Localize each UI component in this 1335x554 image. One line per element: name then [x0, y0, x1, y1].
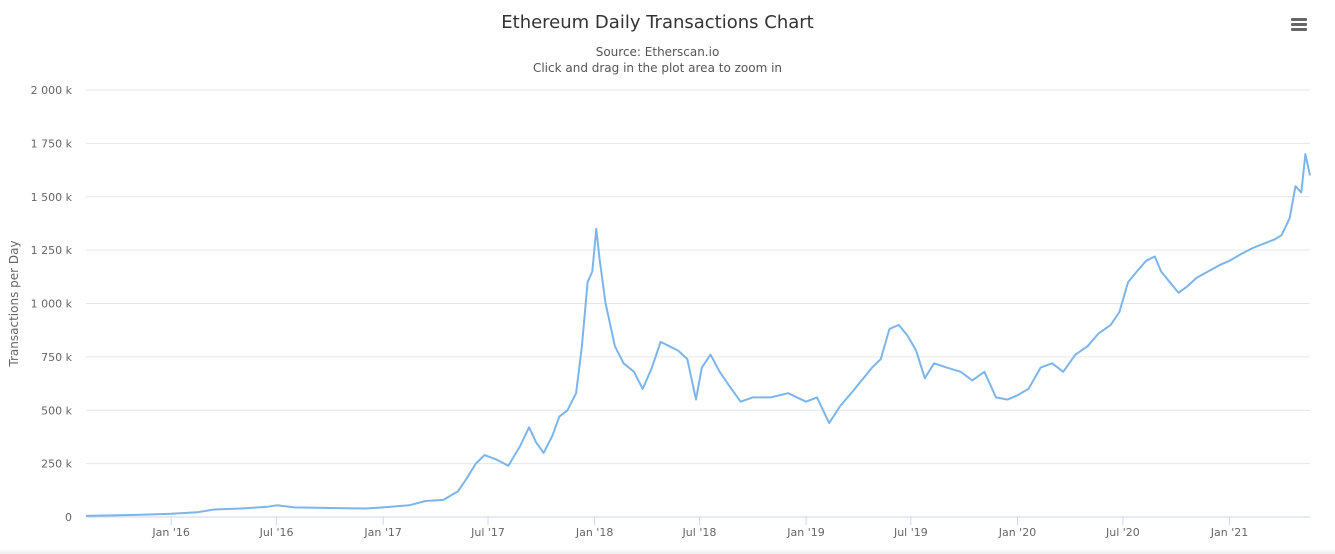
series-group: [85, 153, 1311, 517]
bottom-divider: [0, 548, 1335, 554]
y-tick-label: 1 000 k: [31, 298, 73, 311]
grid-lines: [86, 89, 1310, 518]
chart-source: Source: Etherscan.io: [595, 45, 720, 59]
y-tick-label: 1 250 k: [31, 244, 73, 257]
series-line-0[interactable]: [85, 153, 1311, 517]
y-axis-title: Transactions per Day: [7, 240, 21, 367]
chart-subtitle: Source: Etherscan.io Click and drag in t…: [0, 44, 1315, 76]
x-tick-label: Jul '20: [1105, 526, 1140, 539]
hamburger-icon-bar: [1291, 23, 1307, 26]
zoom-hint: Click and drag in the plot area to zoom …: [532, 61, 783, 75]
y-tick-label: 2 000 k: [31, 84, 73, 97]
x-tick-label: Jan '21: [1210, 526, 1248, 539]
y-tick-label: 750 k: [41, 351, 72, 364]
x-tick-label: Jan '17: [363, 526, 401, 539]
chart-title: Ethereum Daily Transactions Chart: [501, 12, 814, 33]
hamburger-icon-bar: [1291, 28, 1307, 31]
y-tick-label: 0: [65, 511, 72, 524]
x-tick-label: Jan '20: [998, 526, 1036, 539]
x-tick-label: Jan '16: [151, 526, 189, 539]
x-tick-label: Jan '18: [575, 526, 613, 539]
context-menu-button[interactable]: [1287, 14, 1311, 36]
x-tick-label: Jul '16: [259, 526, 294, 539]
y-tick-label: 1 500 k: [31, 191, 73, 204]
y-tick-label: 500 k: [41, 404, 72, 417]
y-tick-label: 1 750 k: [31, 137, 73, 150]
x-tick-label: Jan '19: [786, 526, 824, 539]
x-tick-label: Jul '17: [470, 526, 505, 539]
y-axis-labels: 0 250 k 500 k 750 k 1 000 k 1 250 k 1 500 k 1 7…: [31, 84, 73, 524]
x-tick-label: Jul '18: [682, 526, 717, 539]
hamburger-icon: [1291, 18, 1307, 21]
x-tick-label: Jul '19: [893, 526, 928, 539]
x-axis-labels: Jan '16 Jul '16 Jan '17 Jul '17 Jan '18 Jul '…: [151, 517, 1248, 539]
y-tick-label: 250 k: [41, 458, 72, 471]
